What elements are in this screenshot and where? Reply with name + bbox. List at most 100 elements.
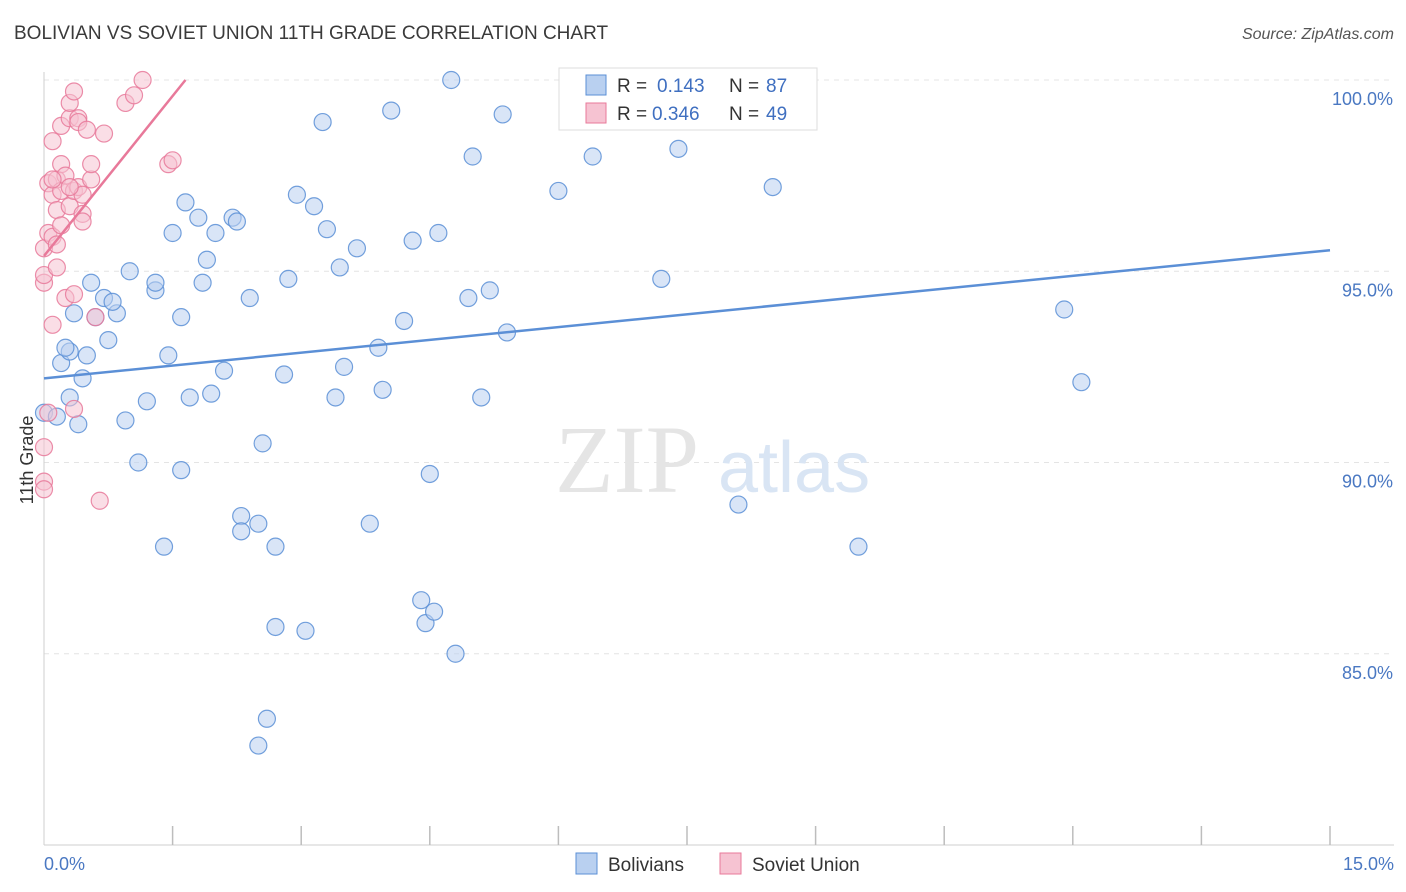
soviet-union-point-1 [34,480,54,499]
bolivians-point-22 [172,461,191,480]
bolivians-point-42 [274,365,294,384]
bolivians-point-39 [257,709,277,728]
soviet-union-point-45 [43,170,62,189]
x-tick-labels: 0.0% 15.0% [44,854,1394,874]
bolivians-point-37 [249,736,268,755]
watermark-zip: ZIP [555,406,699,513]
soviet-union-point-25 [64,399,84,419]
x-ticks [171,826,1331,845]
bolivians-point-62 [424,602,444,621]
bolivians-point-81 [1055,300,1074,319]
legend-n-value-1: 49 [766,104,787,125]
bolivians-point-12 [116,411,135,430]
bolivians-point-15 [137,392,156,411]
points-soviet-union [34,70,182,510]
bolivians-point-38 [253,434,272,453]
bolivians-point-66 [459,288,478,308]
bolivians-point-28 [202,384,221,403]
bolivians-point-75 [652,269,671,288]
bolivians-point-68 [472,388,491,407]
soviet-union-point-14 [47,235,66,254]
bottom-legend-soviet-union: Soviet Union [752,855,860,876]
bolivians-point-4 [69,415,88,434]
y-tick-label-2: 90.0% [1342,472,1393,492]
bolivians-point-58 [403,231,422,250]
x-tick-label-min: 0.0% [44,854,85,874]
legend-n-label-1: N = [729,104,759,125]
soviet-union-point-47 [60,178,79,197]
soviet-union-point-2 [34,438,54,457]
bolivians-point-53 [360,514,379,533]
gridlines [44,79,1394,655]
bolivians-point-27 [197,250,216,269]
legend-r-label-0: R = [617,76,647,97]
bolivians-point-63 [429,223,448,243]
bolivians-point-13 [120,262,139,281]
legend-swatch-bolivians [585,74,607,96]
bolivians-point-50 [330,258,349,277]
legend-r-label-1: R = [617,104,647,125]
bottom-legend-bolivians: Bolivians [608,855,684,876]
soviet-union-point-38 [94,124,114,143]
bolivians-point-10 [99,331,118,350]
y-axis-label: 11th Grade [17,416,37,505]
bolivians-point-52 [347,239,367,258]
legend-swatch-soviet-union [585,102,607,124]
soviet-union-point-40 [124,86,144,105]
bolivians-point-3 [64,304,84,323]
bolivians-point-17 [146,273,165,292]
soviet-union-point-35 [82,155,101,174]
bolivians-point-29 [206,223,225,243]
bolivians-point-55 [373,380,392,399]
y-tick-label-1: 95.0% [1342,280,1393,300]
bolivians-point-72 [549,181,568,201]
stats-legend: R = 0.143 N = 87 R = 0.346 N = 49 [558,67,818,131]
bolivians-point-43 [279,269,298,288]
bottom-legend: Bolivians Soviet Union [575,852,860,876]
bolivians-point-80 [849,537,868,556]
trend-lines [43,79,1331,380]
bolivians-point-76 [669,139,688,158]
bolivians-point-14 [129,453,148,472]
bolivians-point-65 [446,644,465,663]
bolivians-point-44 [287,185,307,204]
bolivians-point-54 [369,338,388,357]
soviet-union-point-41 [133,70,152,90]
bolivians-point-48 [317,220,337,239]
bolivians-point-34 [232,522,251,541]
bolivians-point-30 [214,361,234,380]
soviet-union-point-44 [39,403,58,422]
bolivians-point-23 [176,193,195,212]
bolivians-point-33 [232,506,251,526]
legend-n-label-0: N = [729,76,759,97]
bolivians-point-56 [382,101,401,120]
soviet-union-point-43 [163,151,182,170]
soviet-union-point-9 [43,132,62,151]
y-tick-label-0: 100.0% [1332,89,1393,109]
bolivians-point-70 [493,105,512,124]
legend-n-value-0: 87 [766,76,787,97]
bolivians-point-20 [163,223,182,243]
bolivians-point-67 [463,147,482,166]
bolivians-point-46 [304,197,324,216]
watermark-atlas: atlas [718,428,870,508]
axes [43,72,1394,846]
bolivians-point-64 [442,70,461,90]
bolivians-point-84 [56,338,75,357]
bolivians-point-6 [77,346,96,365]
bolivians-point-57 [394,311,414,331]
chart-title: BOLIVIAN VS SOVIET UNION 11TH GRADE CORR… [14,23,608,44]
bolivians-point-36 [249,514,268,533]
bolivians-point-35 [240,288,259,308]
bolivians-point-78 [729,495,748,514]
bolivians-point-61 [420,464,439,484]
soviet-union-point-26 [64,285,84,304]
bolivians-point-40 [266,537,285,556]
bolivians-point-26 [193,273,212,292]
points-bolivians [34,70,1091,755]
legend-r-value-1: 0.346 [652,104,700,125]
soviet-union-point-11 [43,315,62,334]
bolivians-point-32 [227,212,246,231]
bolivians-point-79 [763,178,782,197]
